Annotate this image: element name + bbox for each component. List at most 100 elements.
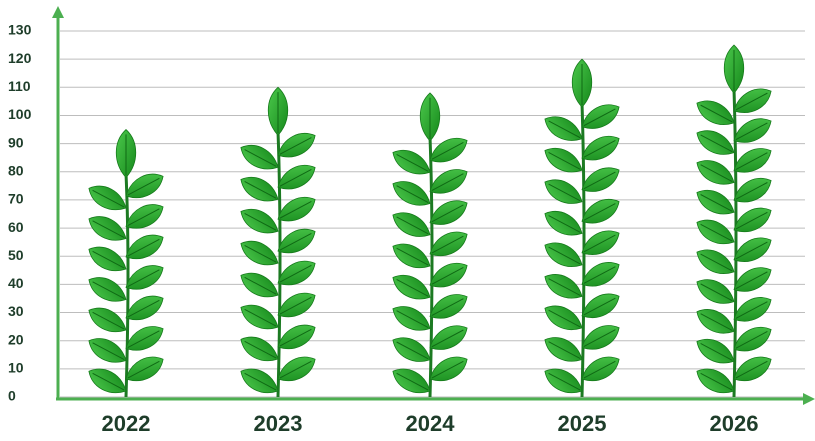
leaf xyxy=(581,104,620,129)
leaf xyxy=(733,118,772,143)
leaf-vein xyxy=(127,177,160,196)
x-tick-label: 2022 xyxy=(102,411,151,436)
leaf xyxy=(581,293,620,318)
leaf xyxy=(544,147,583,173)
leaf-vein xyxy=(396,185,429,203)
leaf-vein xyxy=(735,122,768,141)
leaf xyxy=(277,164,316,190)
leaf xyxy=(581,199,620,224)
plant xyxy=(696,44,772,398)
leaf xyxy=(581,262,620,287)
leaf xyxy=(125,295,164,320)
leaf-vein xyxy=(396,372,429,391)
leaf xyxy=(696,368,735,393)
leaf xyxy=(429,231,468,256)
stem xyxy=(580,103,586,398)
leaf-vein xyxy=(396,310,429,328)
leaf-vein xyxy=(735,331,768,349)
leaf-vein xyxy=(583,108,616,127)
leaf xyxy=(696,130,735,155)
leaf-vein xyxy=(548,120,581,139)
leaf-vein xyxy=(127,330,160,349)
stem xyxy=(732,89,738,398)
leaf xyxy=(392,306,431,331)
leaf-vein xyxy=(396,279,429,297)
leaf xyxy=(392,149,431,175)
leaf xyxy=(277,260,316,286)
leaf-vein xyxy=(127,238,160,257)
y-tick-label: 30 xyxy=(8,303,24,319)
leaf-vein xyxy=(548,215,581,233)
leaf-vein xyxy=(548,246,581,265)
leaf-vein xyxy=(548,152,581,170)
leaf xyxy=(392,337,431,362)
leaf xyxy=(88,338,127,363)
leaf-vein xyxy=(700,134,733,153)
leaf-vein xyxy=(700,313,733,331)
leaf-vein xyxy=(279,201,312,219)
leaf xyxy=(733,297,772,322)
leaf xyxy=(733,326,772,352)
leaf-vein xyxy=(548,183,581,202)
y-tick-label: 100 xyxy=(8,106,32,122)
leaf xyxy=(581,135,620,161)
leaf-vein xyxy=(92,372,125,391)
leaf xyxy=(429,325,468,350)
plant xyxy=(392,92,468,398)
leaf xyxy=(240,145,279,170)
leaf-vein xyxy=(583,297,616,316)
leaf xyxy=(88,246,127,271)
leaf-vein xyxy=(735,241,768,260)
leaf-vein xyxy=(279,264,312,283)
leaf-vein xyxy=(92,281,125,300)
leaf xyxy=(581,167,620,192)
leaf xyxy=(392,274,431,300)
leaf-vein xyxy=(583,329,616,347)
leaf xyxy=(277,133,316,158)
leaf xyxy=(277,324,316,350)
leaf xyxy=(125,265,164,290)
leaf xyxy=(581,356,620,381)
leaf-vein xyxy=(700,164,733,182)
leaf xyxy=(696,249,735,274)
stem xyxy=(276,131,282,398)
leaf xyxy=(267,86,289,136)
leaf-vein xyxy=(431,204,464,223)
leaf-vein xyxy=(244,244,277,263)
leaf-vein xyxy=(700,223,733,242)
leaf-vein xyxy=(431,329,464,348)
leaf xyxy=(392,181,431,206)
leaf xyxy=(429,262,468,288)
leaf-vein xyxy=(548,341,581,359)
leaf xyxy=(392,212,431,237)
leaf xyxy=(240,272,279,298)
leaf-vein xyxy=(244,276,277,295)
leaf xyxy=(88,368,127,393)
leaf xyxy=(429,169,468,194)
leaf xyxy=(88,307,127,332)
leaf-vein xyxy=(700,104,733,123)
x-axis-arrow xyxy=(803,393,815,405)
leaf-vein xyxy=(583,140,616,158)
leaf xyxy=(696,160,735,185)
leaf xyxy=(277,292,316,318)
leaf xyxy=(240,304,279,330)
leaf-vein xyxy=(583,234,616,253)
leaf-vein xyxy=(548,278,581,296)
leaf-vein xyxy=(700,194,733,212)
plant xyxy=(544,58,620,398)
leaf xyxy=(733,237,772,262)
leaf xyxy=(125,173,164,199)
leaf-vein xyxy=(279,137,312,155)
leaf xyxy=(544,274,583,299)
leaf xyxy=(125,356,164,381)
leaf-vein xyxy=(431,173,464,191)
leaf-vein xyxy=(431,235,464,254)
y-tick-label: 90 xyxy=(8,134,24,150)
leaf-vein xyxy=(92,220,125,239)
leaf xyxy=(696,190,735,215)
leaf-vein xyxy=(92,342,125,361)
leaf-vein xyxy=(735,271,768,290)
leaf xyxy=(277,228,316,254)
leaf xyxy=(696,309,735,334)
